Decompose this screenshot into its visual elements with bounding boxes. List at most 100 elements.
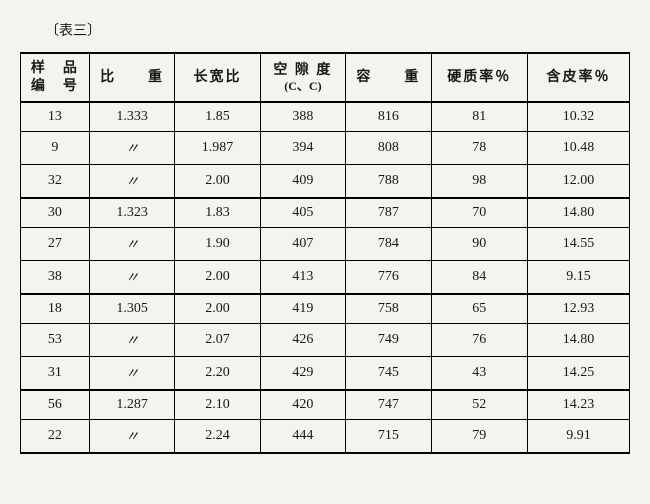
col-header-label-top: 硬质率％ [436,69,523,87]
table-cell: 2.00 [175,165,260,199]
col-header-bulk: 容 重 [346,53,431,102]
col-header-density: 比 重 [89,53,174,102]
table-cell: 2.24 [175,420,260,454]
table-cell: 79 [431,420,527,454]
table-cell: 90 [431,228,527,261]
table-cell: 429 [260,357,345,391]
col-header-porosity: 空 隙 度 (C、C) [260,53,345,102]
table-cell: 2.10 [175,390,260,420]
table-row: 561.2872.104207475214.23 [21,390,630,420]
table-cell: 〃 [89,420,174,454]
table-cell: 84 [431,261,527,295]
table-cell: 1.333 [89,102,174,132]
table-cell: 784 [346,228,431,261]
table-cell: 31 [21,357,90,391]
table-cell: 1.305 [89,294,174,324]
table-cell: 715 [346,420,431,454]
col-header-sample-id: 样 品 编 号 [21,53,90,102]
table-cell: 〃 [89,324,174,357]
table-cell: 788 [346,165,431,199]
table-cell: 14.23 [528,390,630,420]
table-cell: 1.90 [175,228,260,261]
table-cell: 53 [21,324,90,357]
table-cell: 81 [431,102,527,132]
table-cell: 2.07 [175,324,260,357]
table-cell: 1.323 [89,198,174,228]
table-cell: 27 [21,228,90,261]
table-row: 38〃2.00413776849.15 [21,261,630,295]
table-row: 53〃2.074267497614.80 [21,324,630,357]
table-cell: 〃 [89,132,174,165]
table-cell: 9.91 [528,420,630,454]
table-cell: 9.15 [528,261,630,295]
table-cell: 〃 [89,357,174,391]
table-row: 32〃2.004097889812.00 [21,165,630,199]
table-row: 301.3231.834057877014.80 [21,198,630,228]
table-cell: 14.55 [528,228,630,261]
table-cell: 808 [346,132,431,165]
col-header-aspect: 长宽比 [175,53,260,102]
table-cell: 18 [21,294,90,324]
table-cell: 1.287 [89,390,174,420]
table-cell: 787 [346,198,431,228]
table-cell: 〃 [89,261,174,295]
table-cell: 98 [431,165,527,199]
table-cell: 745 [346,357,431,391]
data-table: 样 品 编 号 比 重 长宽比 空 隙 度 (C、C) 容 重 硬质率％ 含皮率… [20,52,630,454]
table-row: 131.3331.853888168110.32 [21,102,630,132]
table-cell: 〃 [89,228,174,261]
table-cell: 12.93 [528,294,630,324]
table-cell: 65 [431,294,527,324]
table-cell: 413 [260,261,345,295]
table-cell: 12.00 [528,165,630,199]
table-cell: 70 [431,198,527,228]
table-cell: 405 [260,198,345,228]
table-cell: 388 [260,102,345,132]
col-header-label-bottom: 编 号 [25,78,85,96]
table-row: 27〃1.904077849014.55 [21,228,630,261]
table-cell: 10.32 [528,102,630,132]
table-cell: 30 [21,198,90,228]
col-header-label-top: 空 隙 度 [265,62,341,80]
table-cell: 420 [260,390,345,420]
table-cell: 78 [431,132,527,165]
table-cell: 816 [346,102,431,132]
table-cell: 22 [21,420,90,454]
col-header-label-top: 含皮率％ [532,69,625,87]
col-header-sub: (C、C) [265,79,341,93]
table-caption: 〔表三〕 [20,20,630,40]
table-cell: 〃 [89,165,174,199]
table-cell: 407 [260,228,345,261]
table-cell: 14.80 [528,198,630,228]
table-row: 181.3052.004197586512.93 [21,294,630,324]
table-cell: 9 [21,132,90,165]
table-cell: 2.00 [175,261,260,295]
table-cell: 32 [21,165,90,199]
table-cell: 14.25 [528,357,630,391]
table-cell: 1.85 [175,102,260,132]
table-row: 9〃1.9873948087810.48 [21,132,630,165]
col-header-label-top: 比 重 [94,69,170,87]
table-cell: 2.20 [175,357,260,391]
table-cell: 56 [21,390,90,420]
table-cell: 10.48 [528,132,630,165]
col-header-peel: 含皮率％ [528,53,630,102]
table-cell: 13 [21,102,90,132]
table-cell: 43 [431,357,527,391]
table-cell: 426 [260,324,345,357]
table-cell: 394 [260,132,345,165]
table-row: 31〃2.204297454314.25 [21,357,630,391]
table-cell: 76 [431,324,527,357]
table-cell: 38 [21,261,90,295]
table-cell: 409 [260,165,345,199]
table-header-row: 样 品 编 号 比 重 长宽比 空 隙 度 (C、C) 容 重 硬质率％ 含皮率… [21,53,630,102]
table-cell: 2.00 [175,294,260,324]
table-cell: 1.83 [175,198,260,228]
table-cell: 747 [346,390,431,420]
table-row: 22〃2.24444715799.91 [21,420,630,454]
table-cell: 14.80 [528,324,630,357]
table-cell: 776 [346,261,431,295]
table-cell: 758 [346,294,431,324]
table-cell: 52 [431,390,527,420]
col-header-label-top: 样 品 [25,60,85,78]
